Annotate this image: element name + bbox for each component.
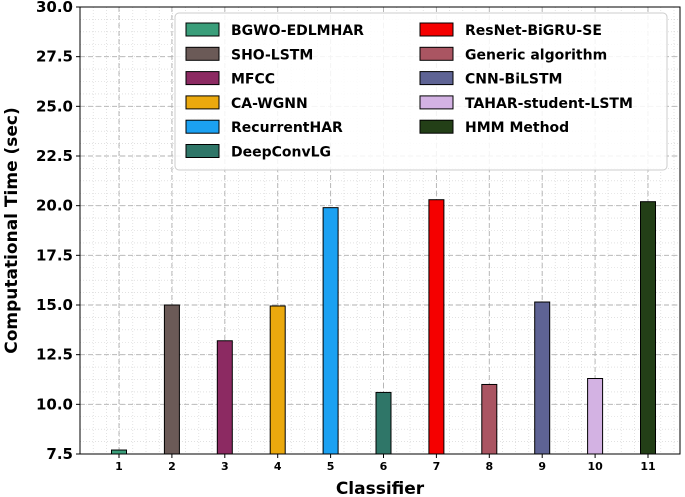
legend-swatch: [185, 71, 220, 86]
legend-label: RecurrentHAR: [231, 120, 343, 136]
x-tick-label: 8: [485, 460, 493, 473]
y-tick-label: 27.5: [36, 48, 73, 66]
y-tick-label: 30.0: [36, 0, 73, 16]
legend-label: BGWO-EDLMHAR: [231, 23, 364, 39]
x-tick-label: 7: [433, 460, 441, 473]
y-tick-label: 15.0: [36, 296, 73, 314]
legend-label: Generic algorithm: [465, 47, 607, 63]
bar-7: [428, 199, 445, 455]
bar-4: [269, 305, 286, 455]
bar-11: [640, 201, 656, 455]
legend-swatch: [419, 119, 454, 134]
x-tick-label: 3: [221, 460, 229, 473]
legend-swatch: [419, 95, 454, 110]
x-tick-label: 6: [380, 460, 388, 473]
y-tick-label: 25.0: [36, 97, 73, 115]
legend-swatch: [419, 22, 454, 37]
legend-swatch: [185, 22, 220, 37]
bar-2: [163, 304, 180, 455]
x-tick-label: 9: [538, 460, 546, 473]
y-tick-label: 22.5: [36, 147, 73, 165]
bar-3: [216, 340, 233, 455]
x-axis-ticks: 1 2 3 4 5 6 7 8 9 10 11: [115, 454, 656, 473]
legend-swatch: [185, 144, 220, 158]
y-tick-label: 10.0: [36, 395, 73, 413]
y-tick-label: 12.5: [36, 346, 73, 364]
legend-label: MFCC: [231, 72, 275, 88]
x-tick-label: 5: [327, 460, 335, 473]
plot-frame: [79, 6, 681, 455]
y-axis-label: Computational Time (sec): [2, 107, 22, 354]
legend-box: [174, 12, 668, 171]
legend: BGWO-EDLMHAR SHO-LSTM MFCC CA-WGNN Recurrent…: [174, 12, 668, 171]
legend-label: ResNet-BiGRU-SE: [465, 23, 602, 39]
legend-label: HMM Method: [465, 120, 569, 136]
legend-swatch: [419, 71, 454, 86]
x-tick-label: 2: [168, 460, 176, 473]
x-tick-label: 11: [640, 460, 655, 473]
legend-label: DeepConvLG: [231, 145, 331, 161]
bars: [111, 199, 656, 455]
bar-5: [322, 207, 339, 455]
legend-label: SHO-LSTM: [231, 47, 313, 63]
legend-swatch: [419, 46, 454, 61]
x-tick-label: 4: [274, 460, 282, 473]
x-tick-label: 1: [115, 460, 123, 473]
legend-swatch: [185, 46, 220, 61]
y-axis-ticks: 7.5 10.0 12.5 15.0 17.5 20.0 22.5 25.0 27.5 30.0: [36, 0, 80, 463]
y-tick-label: 20.0: [36, 197, 73, 215]
legend-label: TAHAR-student-LSTM: [465, 96, 633, 112]
legend-label: CNN-BiLSTM: [465, 72, 562, 88]
bar-1: [111, 449, 127, 455]
bar-10: [587, 378, 604, 455]
legend-swatch: [185, 95, 220, 110]
y-tick-label: 7.5: [46, 445, 73, 463]
x-tick-label: 10: [587, 460, 603, 473]
y-tick-label: 17.5: [36, 246, 73, 264]
bar-8: [481, 383, 498, 455]
bar-6: [375, 391, 392, 455]
bar-9: [534, 301, 551, 455]
legend-label: CA-WGNN: [231, 96, 308, 112]
legend-swatch: [185, 119, 220, 134]
x-axis-label: Classifier: [336, 479, 425, 497]
